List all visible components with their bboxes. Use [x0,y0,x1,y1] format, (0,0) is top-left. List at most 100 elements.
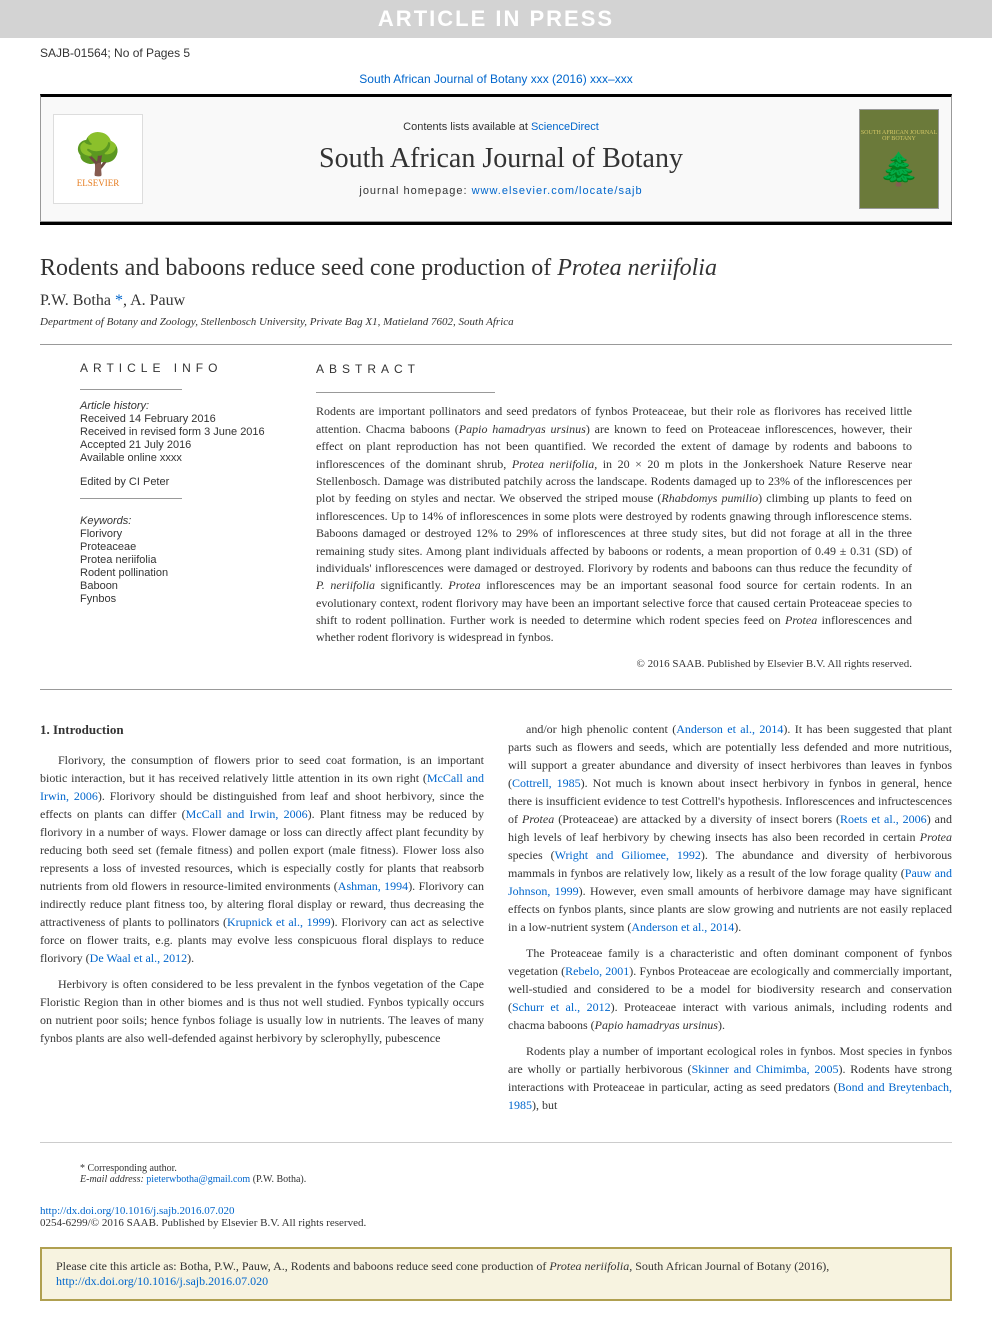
text-span: and/or high phenolic content ( [526,722,676,736]
abstract-label: abstract [316,361,912,378]
journal-citation-line: South African Journal of Botany xxx (201… [0,64,992,94]
cover-title: SOUTH AFRICAN JOURNAL OF BOTANY [860,130,938,142]
meta-abstract-row: article info Article history: Received 1… [40,344,952,690]
abstract-species: Rhabdomys pumilio [661,491,758,505]
issn-copyright: 0254-6299/© 2016 SAAB. Published by Else… [40,1217,366,1229]
contents-prefix: Contents lists available at [403,121,531,133]
abstract-species: Protea [785,613,817,627]
email-label: E-mail address: [80,1174,146,1185]
keyword: Baboon [80,580,284,592]
paragraph: and/or high phenolic content (Anderson e… [508,720,952,936]
article-info-column: article info Article history: Received 1… [80,345,300,689]
keyword: Florivory [80,528,284,540]
paragraph: Herbivory is often considered to be less… [40,975,484,1047]
email-suffix: (P.W. Botha). [250,1174,306,1185]
journal-header-box: 🌳 ELSEVIER Contents lists available at S… [40,94,952,222]
contents-line: Contents lists available at ScienceDirec… [143,121,859,133]
header-bar: SAJB-01564; No of Pages 5 [0,38,992,64]
journal-cover-thumbnail: SOUTH AFRICAN JOURNAL OF BOTANY 🌲 [859,109,939,209]
abstract-text: Rodents are important pollinators and se… [316,403,912,646]
species-name: Protea [522,812,554,826]
homepage-prefix: journal homepage: [359,185,471,197]
homepage-link[interactable]: www.elsevier.com/locate/sajb [472,185,643,197]
elsevier-tree-icon: 🌳 [73,131,123,178]
journal-center: Contents lists available at ScienceDirec… [143,121,859,197]
doi-link[interactable]: http://dx.doi.org/10.1016/j.sajb.2016.07… [40,1205,234,1217]
citation-link[interactable]: Schurr et al., 2012 [512,1000,611,1014]
citation-link[interactable]: Cottrell, 1985 [512,776,581,790]
text-span: Florivory, the consumption of flowers pr… [40,753,484,785]
article-info-label: article info [80,361,284,375]
citation-link[interactable]: Roets et al., 2006 [840,812,927,826]
text-span: Herbivory is often considered to be less… [40,977,484,1045]
paragraph: Florivory, the consumption of flowers pr… [40,751,484,967]
species-name: Papio hamadryas ursinus [595,1018,718,1032]
corresponding-mark[interactable]: * [115,292,123,309]
keyword: Protea neriifolia [80,554,284,566]
article-in-press-banner: ARTICLE IN PRESS [0,0,992,38]
body-columns: 1. Introduction Florivory, the consumpti… [0,690,992,1122]
abstract-species: P. neriifolia [316,578,375,592]
abstract-species: Protea [448,578,480,592]
email-link[interactable]: pieterwbotha@gmail.com [146,1174,250,1185]
received-date: Received 14 February 2016 [80,413,284,425]
citation-link[interactable]: Skinner and Chimimba, 2005 [692,1062,839,1076]
journal-citation-link[interactable]: South African Journal of Botany xxx (201… [359,72,632,86]
title-text: Rodents and baboons reduce seed cone pro… [40,255,557,281]
abstract-span: significantly. [375,578,448,592]
body-column-left: 1. Introduction Florivory, the consumpti… [40,720,484,1122]
journal-name: South African Journal of Botany [143,143,859,175]
doi-area: http://dx.doi.org/10.1016/j.sajb.2016.07… [0,1195,992,1237]
text-span: ). [718,1018,725,1032]
author-1: P.W. Botha [40,292,115,309]
keyword: Fynbos [80,593,284,605]
text-span: species ( [508,848,555,862]
manuscript-id: SAJB-01564; No of Pages 5 [40,46,190,60]
footnote-label: Corresponding author. [85,1163,177,1174]
paragraph: Rodents play a number of important ecolo… [508,1042,952,1114]
abstract-copyright: © 2016 SAAB. Published by Elsevier B.V. … [316,657,912,673]
text-span: ). [734,920,741,934]
cite-prefix: Please cite this article as: Botha, P.W.… [56,1259,549,1273]
homepage-line: journal homepage: www.elsevier.com/locat… [143,185,859,197]
keywords-divider [80,498,182,499]
abstract-species: Papio hamadryas ursinus [459,422,586,436]
cite-doi-link[interactable]: http://dx.doi.org/10.1016/j.sajb.2016.07… [56,1274,268,1288]
citation-link[interactable]: De Waal et al., 2012 [90,951,187,965]
abstract-species: Protea neriifolia [512,457,594,471]
keywords-list: FlorivoryProteaceaeProtea neriifoliaRode… [80,528,284,605]
keyword: Rodent pollination [80,567,284,579]
affiliation: Department of Botany and Zoology, Stelle… [0,316,992,344]
text-span: ), but [532,1098,557,1112]
authors: P.W. Botha *, A. Pauw [0,292,992,316]
sciencedirect-link[interactable]: ScienceDirect [531,121,599,133]
online-date: Available online xxxx [80,452,284,464]
info-divider [80,389,182,390]
footnote-area: * Corresponding author. E-mail address: … [40,1142,952,1195]
citation-link[interactable]: Ashman, 1994 [338,879,408,893]
cover-tree-icon: 🌲 [879,150,919,188]
citation-link[interactable]: Rebelo, 2001 [565,964,629,978]
cite-as-box: Please cite this article as: Botha, P.W.… [40,1247,952,1301]
citation-link[interactable]: Krupnick et al., 1999 [227,915,331,929]
text-span: (Proteaceae) are attacked by a diversity… [554,812,840,826]
paragraph: The Proteaceae family is a characteristi… [508,944,952,1034]
keyword: Proteaceae [80,541,284,553]
revised-date: Received in revised form 3 June 2016 [80,426,284,438]
species-name: Protea [920,830,952,844]
history-label: Article history: [80,400,284,412]
keywords-label: Keywords: [80,515,284,527]
article-title: Rodents and baboons reduce seed cone pro… [0,225,992,292]
text-span: ). [187,951,194,965]
intro-heading: 1. Introduction [40,720,484,740]
email-line: E-mail address: pieterwbotha@gmail.com (… [80,1174,912,1185]
body-column-right: and/or high phenolic content (Anderson e… [508,720,952,1122]
editor: Edited by CI Peter [80,476,284,488]
citation-link[interactable]: Anderson et al., 2014 [676,722,783,736]
accepted-date: Accepted 21 July 2016 [80,439,284,451]
citation-link[interactable]: McCall and Irwin, 2006 [186,807,308,821]
abstract-column: abstract Rodents are important pollinato… [300,345,912,689]
citation-link[interactable]: Wright and Giliomee, 1992 [555,848,701,862]
abstract-divider [316,392,495,393]
citation-link[interactable]: Anderson et al., 2014 [631,920,734,934]
